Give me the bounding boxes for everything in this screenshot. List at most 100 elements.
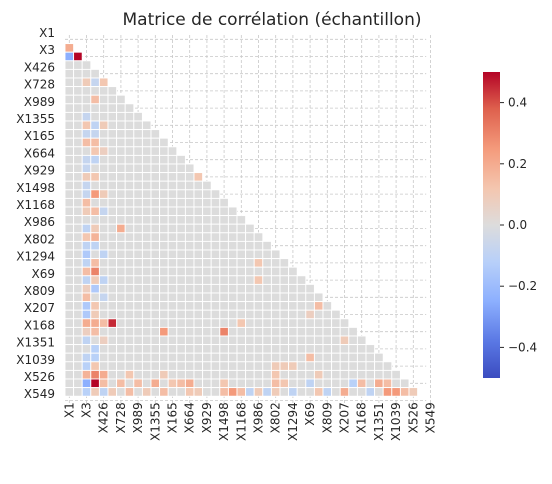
heatmap-cell (202, 361, 212, 371)
heatmap-cell (227, 258, 238, 268)
heatmap-cell (219, 232, 229, 242)
heatmap-cell (210, 318, 221, 328)
heatmap-cell (227, 387, 238, 397)
heatmap-cell (313, 344, 324, 354)
heatmap-cell (210, 369, 221, 380)
heatmap-cell (253, 232, 264, 242)
heatmap-cell (159, 163, 169, 174)
heatmap-cell (107, 283, 118, 294)
heatmap-cell (167, 189, 178, 199)
heatmap-cell (202, 275, 212, 285)
heatmap-cell (184, 258, 195, 268)
heatmap-cell (245, 318, 255, 328)
heatmap-cell (305, 309, 315, 320)
heatmap-cell (313, 301, 324, 311)
heatmap-cell (73, 120, 83, 131)
heatmap-cell (107, 369, 118, 380)
heatmap-cell (176, 180, 186, 191)
heatmap-cell (159, 215, 169, 225)
heatmap-cell (150, 249, 161, 260)
heatmap-cell (219, 292, 229, 303)
heatmap-cell (98, 283, 109, 294)
heatmap-cell (107, 249, 118, 260)
heatmap-cell (227, 326, 238, 337)
heatmap-cell (98, 232, 109, 242)
heatmap-cell (245, 258, 255, 268)
heatmap-cell (133, 137, 143, 148)
heatmap-cell (356, 344, 367, 354)
heatmap-cell (176, 309, 186, 320)
heatmap-cell (167, 344, 178, 354)
heatmap-cell (98, 215, 109, 225)
x-tick-label: X526 (406, 402, 420, 433)
heatmap-cell (133, 361, 143, 371)
heatmap-cell (331, 352, 341, 363)
heatmap-cell (159, 387, 169, 397)
heatmap-cell (167, 163, 178, 174)
heatmap-cell (90, 292, 100, 303)
heatmap-cell (141, 197, 152, 208)
heatmap-cell (107, 387, 118, 397)
heatmap-cell (81, 68, 92, 79)
heatmap-cell (98, 163, 109, 174)
heatmap-cell (159, 240, 169, 251)
heatmap-cell (202, 215, 212, 225)
heatmap-cell (356, 378, 367, 389)
heatmap-cell (176, 344, 186, 354)
heatmap-cell (159, 266, 169, 277)
heatmap-cell (210, 249, 221, 260)
heatmap-cell (288, 352, 298, 363)
heatmap-cell (296, 326, 307, 337)
heatmap-cell (73, 361, 83, 371)
heatmap-cell (64, 266, 75, 277)
heatmap-cell (141, 240, 152, 251)
heatmap-cell (73, 111, 83, 122)
heatmap-cell (202, 232, 212, 242)
heatmap-cell (176, 266, 186, 277)
heatmap-cell (141, 335, 152, 346)
heatmap-cell (193, 258, 204, 268)
x-tick-label: X207 (338, 402, 352, 433)
heatmap-cell (124, 129, 135, 139)
x-tick-label: X1294 (286, 402, 300, 441)
heatmap-cell (262, 326, 272, 337)
heatmap-cell (305, 335, 315, 346)
heatmap-cell (270, 326, 281, 337)
heatmap-cell (81, 387, 92, 397)
heatmap-cell (150, 387, 161, 397)
heatmap-cell (193, 292, 204, 303)
heatmap-cell (141, 258, 152, 268)
heatmap-cell (219, 223, 229, 234)
colorbar-tick-label: 0.4 (508, 96, 527, 110)
heatmap-cell (339, 326, 350, 337)
heatmap-cell (116, 258, 126, 268)
heatmap-cell (408, 387, 419, 397)
heatmap-cell (262, 258, 272, 268)
heatmap-cell (210, 335, 221, 346)
heatmap-cell (245, 378, 255, 389)
heatmap-cell (210, 240, 221, 251)
heatmap-cell (141, 283, 152, 294)
heatmap-cell (64, 120, 75, 131)
heatmap-cell (64, 258, 75, 268)
heatmap-cell (98, 266, 109, 277)
x-tick-label: X1351 (372, 402, 386, 441)
heatmap-cell (176, 326, 186, 337)
heatmap-cell (90, 283, 100, 294)
heatmap-cell (150, 369, 161, 380)
heatmap-cell (98, 318, 109, 328)
heatmap-cell (365, 344, 376, 354)
heatmap-cell (210, 275, 221, 285)
heatmap-cell (245, 301, 255, 311)
heatmap-cell (210, 258, 221, 268)
heatmap-cell (391, 387, 401, 397)
heatmap-cell (81, 189, 92, 199)
heatmap-cell (107, 154, 118, 165)
heatmap-cell (270, 258, 281, 268)
heatmap-cell (73, 163, 83, 174)
heatmap-cell (227, 361, 238, 371)
heatmap-cell (210, 283, 221, 294)
heatmap-cell (81, 275, 92, 285)
heatmap-cell (279, 309, 290, 320)
heatmap-cell (90, 361, 100, 371)
